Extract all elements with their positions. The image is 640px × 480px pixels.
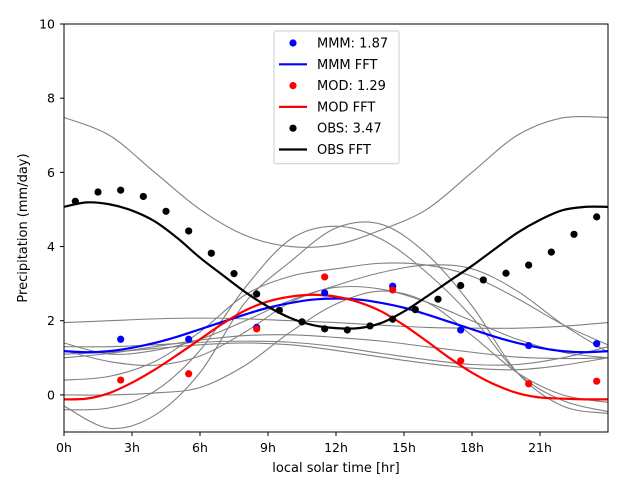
obs-point-6	[185, 227, 193, 235]
legend-label: OBS FFT	[317, 143, 371, 158]
legend-label: MMM: 1.87	[317, 37, 388, 52]
mod-point-3	[253, 325, 261, 333]
obs-point-5	[162, 207, 170, 215]
legend: MMM: 1.87 MMM FFT MOD: 1.29 MOD FFT OBS: 3.4…	[273, 30, 400, 165]
obs-point-15	[389, 315, 397, 323]
y-axis-ticks: 0 2 4 6 8 10	[39, 17, 64, 402]
model-curve-6	[64, 317, 608, 329]
x-tick-label: 15h	[392, 440, 416, 455]
obs-point-22	[547, 248, 555, 256]
obs-point-21	[525, 261, 533, 269]
mod-point-4	[321, 273, 329, 281]
mod-point-6	[457, 357, 465, 365]
legend-label: MOD: 1.29	[317, 79, 386, 94]
y-tick-label: 6	[47, 165, 55, 180]
mmm-point-8	[593, 340, 601, 348]
x-tick-label: 0h	[56, 440, 72, 455]
x-axis-label: local solar time [hr]	[272, 461, 399, 476]
obs-point-20	[502, 269, 510, 277]
model-curve-11	[64, 290, 608, 403]
obs-point-11	[298, 318, 306, 326]
model-curve-8	[64, 340, 608, 366]
y-tick-label: 2	[47, 313, 55, 328]
legend-label: OBS: 3.47	[317, 122, 382, 137]
mod-fft-line	[64, 293, 608, 401]
obs-point-13	[343, 326, 351, 334]
y-axis-label: Precipitation (mm/day)	[16, 153, 31, 302]
x-tick-label: 18h	[460, 440, 484, 455]
model-curve-4	[64, 262, 608, 381]
obs-point-17	[434, 295, 442, 303]
mod-point-7	[525, 380, 533, 388]
obs-point-9	[253, 290, 261, 298]
obs-point-1	[71, 197, 79, 205]
mod-point-5	[389, 286, 397, 294]
obs-point-16	[411, 306, 419, 314]
mod-point-8	[593, 377, 601, 385]
legend-marker-mmm	[289, 39, 297, 47]
model-curve-5	[64, 264, 608, 366]
mod-point-2	[185, 370, 193, 378]
x-tick-label: 12h	[324, 440, 348, 455]
x-tick-label: 21h	[528, 440, 552, 455]
obs-point-18	[457, 281, 465, 290]
legend-label: MOD FFT	[317, 100, 375, 115]
obs-point-19	[479, 276, 487, 284]
mmm-point-2	[185, 335, 193, 343]
model-curve-10	[64, 342, 608, 371]
model-curve-1	[64, 115, 608, 248]
x-tick-label: 6h	[192, 440, 208, 455]
model-curve-7	[64, 334, 608, 360]
y-tick-label: 4	[47, 239, 55, 254]
x-axis-ticks: 0h 3h 6h 9h 12h 15h 18h 21h	[56, 432, 552, 455]
mmm-point-1	[117, 335, 125, 343]
obs-point-14	[366, 322, 374, 330]
x-tick-label: 9h	[260, 440, 276, 455]
legend-marker-obs	[289, 124, 297, 132]
obs-point-3	[117, 186, 125, 194]
obs-point-12	[321, 325, 329, 333]
obs-point-8	[230, 270, 238, 278]
obs-point-4	[139, 192, 147, 201]
obs-point-23	[570, 230, 578, 238]
fft-curves	[64, 201, 608, 401]
legend-label: MMM FFT	[317, 58, 378, 73]
y-tick-label: 8	[47, 91, 55, 106]
y-tick-label: 0	[47, 387, 55, 402]
scatter-points	[71, 186, 601, 388]
obs-point-24	[593, 213, 601, 221]
model-curves	[64, 115, 608, 430]
mmm-fft-line	[64, 297, 608, 354]
model-curve-9	[64, 285, 608, 359]
obs-point-7	[207, 249, 215, 257]
obs-fft-line	[64, 201, 608, 330]
obs-point-10	[275, 306, 283, 314]
y-tick-label: 10	[39, 17, 55, 32]
mmm-point-7	[525, 341, 533, 350]
legend-marker-mod	[289, 82, 297, 90]
mmm-point-4	[321, 289, 329, 297]
x-tick-label: 3h	[124, 440, 140, 455]
mmm-point-6	[457, 326, 465, 334]
mod-point-1	[117, 376, 125, 384]
obs-point-2	[94, 188, 102, 196]
